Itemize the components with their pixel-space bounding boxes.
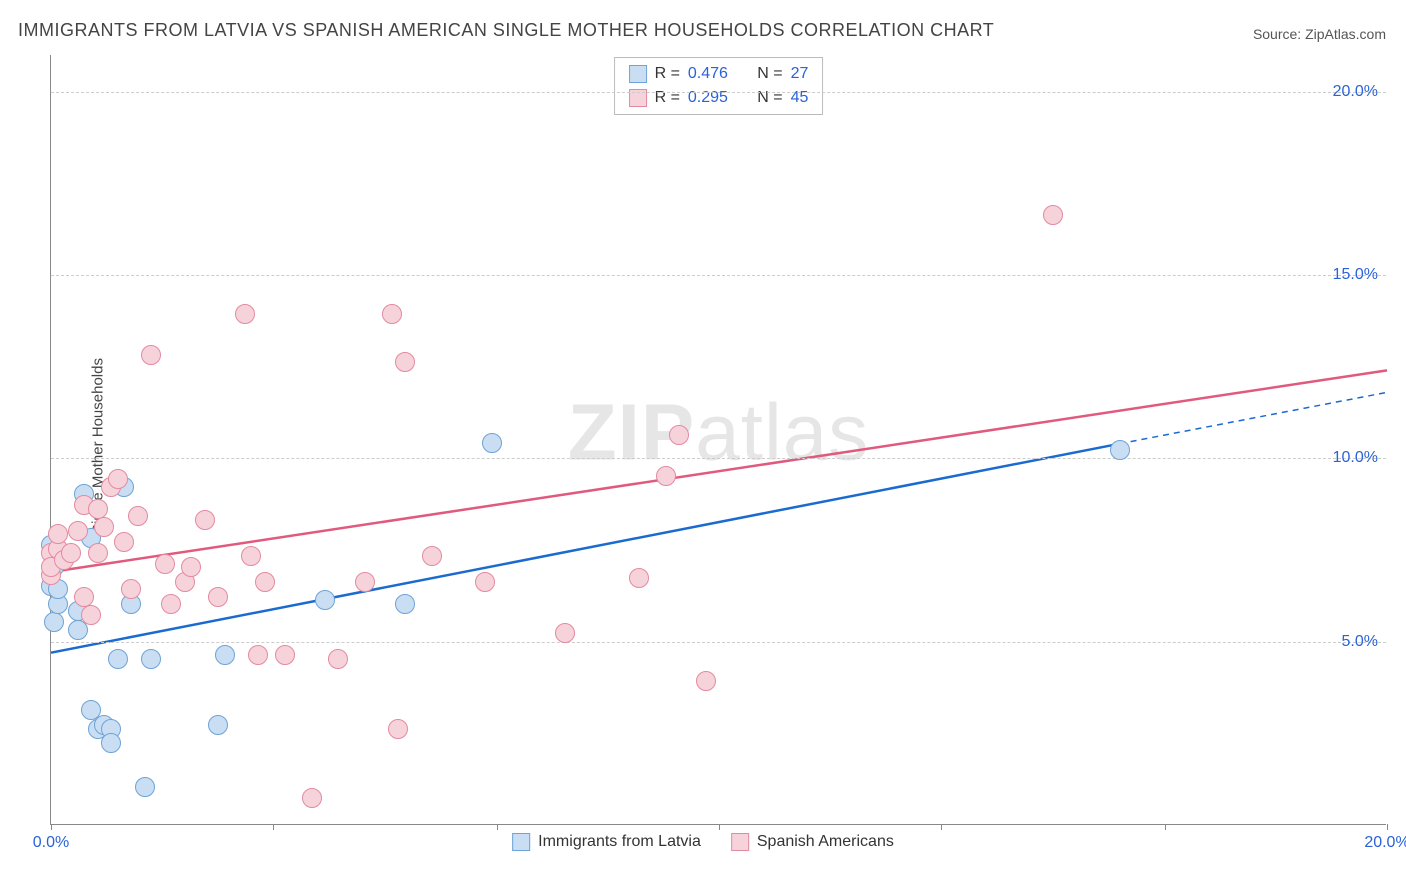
scatter-point [61, 543, 81, 563]
legend-item: Immigrants from Latvia [512, 833, 701, 851]
gridline [51, 642, 1386, 643]
y-tick-label: 5.0% [1342, 633, 1378, 651]
scatter-point [248, 645, 268, 665]
scatter-point [1110, 440, 1130, 460]
scatter-point [208, 587, 228, 607]
stat-n-label: N = [757, 62, 782, 86]
scatter-point [669, 425, 689, 445]
legend-swatch [512, 833, 530, 851]
scatter-point [108, 469, 128, 489]
scatter-point [235, 304, 255, 324]
scatter-point [101, 733, 121, 753]
scatter-point [181, 557, 201, 577]
scatter-point [388, 719, 408, 739]
scatter-point [88, 499, 108, 519]
scatter-point [315, 590, 335, 610]
regression-line-dashed [1120, 392, 1387, 443]
stats-row: R = 0.295 N = 45 [629, 86, 809, 110]
plot-area: ZIPatlas R = 0.476 N = 27R = 0.295 N = 4… [50, 55, 1386, 825]
x-tick [51, 824, 52, 830]
stat-r-label: R = [655, 86, 680, 110]
scatter-point [195, 510, 215, 530]
regression-line [51, 444, 1120, 653]
scatter-point [161, 594, 181, 614]
legend-label: Immigrants from Latvia [538, 833, 701, 851]
scatter-point [422, 546, 442, 566]
stats-row: R = 0.476 N = 27 [629, 62, 809, 86]
scatter-point [114, 532, 134, 552]
scatter-point [128, 506, 148, 526]
scatter-point [74, 587, 94, 607]
scatter-point [1043, 205, 1063, 225]
scatter-point [108, 649, 128, 669]
scatter-point [656, 466, 676, 486]
scatter-point [44, 612, 64, 632]
scatter-point [121, 579, 141, 599]
scatter-point [241, 546, 261, 566]
scatter-point [355, 572, 375, 592]
chart-svg [51, 55, 1386, 824]
scatter-point [68, 521, 88, 541]
scatter-point [395, 594, 415, 614]
x-tick [1165, 824, 1166, 830]
scatter-point [382, 304, 402, 324]
scatter-point [135, 777, 155, 797]
x-tick [1387, 824, 1388, 830]
watermark: ZIPatlas [568, 386, 869, 478]
x-tick-label: 0.0% [33, 834, 69, 852]
y-tick-label: 20.0% [1333, 83, 1378, 101]
y-tick-label: 10.0% [1333, 449, 1378, 467]
gridline [51, 92, 1386, 93]
x-tick [497, 824, 498, 830]
stat-n-value: 27 [791, 62, 809, 86]
scatter-point [475, 572, 495, 592]
scatter-point [302, 788, 322, 808]
legend-label: Spanish Americans [757, 833, 894, 851]
x-tick [941, 824, 942, 830]
stat-n-value: 45 [791, 86, 809, 110]
scatter-point [88, 543, 108, 563]
legend-swatch [629, 65, 647, 83]
scatter-point [255, 572, 275, 592]
scatter-point [555, 623, 575, 643]
stat-r-value: 0.295 [688, 86, 728, 110]
stats-box: R = 0.476 N = 27R = 0.295 N = 45 [614, 57, 824, 115]
legend-swatch [731, 833, 749, 851]
scatter-point [141, 649, 161, 669]
stat-n-label: N = [757, 86, 782, 110]
regression-line [51, 370, 1387, 572]
x-tick [719, 824, 720, 830]
scatter-point [215, 645, 235, 665]
scatter-point [208, 715, 228, 735]
scatter-point [482, 433, 502, 453]
legend-bottom: Immigrants from Latvia Spanish Americans [512, 833, 894, 851]
stat-r-value: 0.476 [688, 62, 728, 86]
legend-item: Spanish Americans [731, 833, 894, 851]
scatter-point [94, 517, 114, 537]
gridline [51, 458, 1386, 459]
scatter-point [696, 671, 716, 691]
scatter-point [81, 605, 101, 625]
y-tick-label: 15.0% [1333, 266, 1378, 284]
x-tick-label: 20.0% [1364, 834, 1406, 852]
source-label: Source: ZipAtlas.com [1253, 26, 1386, 42]
scatter-point [141, 345, 161, 365]
scatter-point [629, 568, 649, 588]
scatter-point [48, 524, 68, 544]
scatter-point [155, 554, 175, 574]
chart-title: IMMIGRANTS FROM LATVIA VS SPANISH AMERIC… [18, 20, 994, 41]
x-tick [273, 824, 274, 830]
scatter-point [395, 352, 415, 372]
watermark-rest: atlas [695, 387, 869, 476]
scatter-point [328, 649, 348, 669]
gridline [51, 275, 1386, 276]
stat-r-label: R = [655, 62, 680, 86]
scatter-point [275, 645, 295, 665]
